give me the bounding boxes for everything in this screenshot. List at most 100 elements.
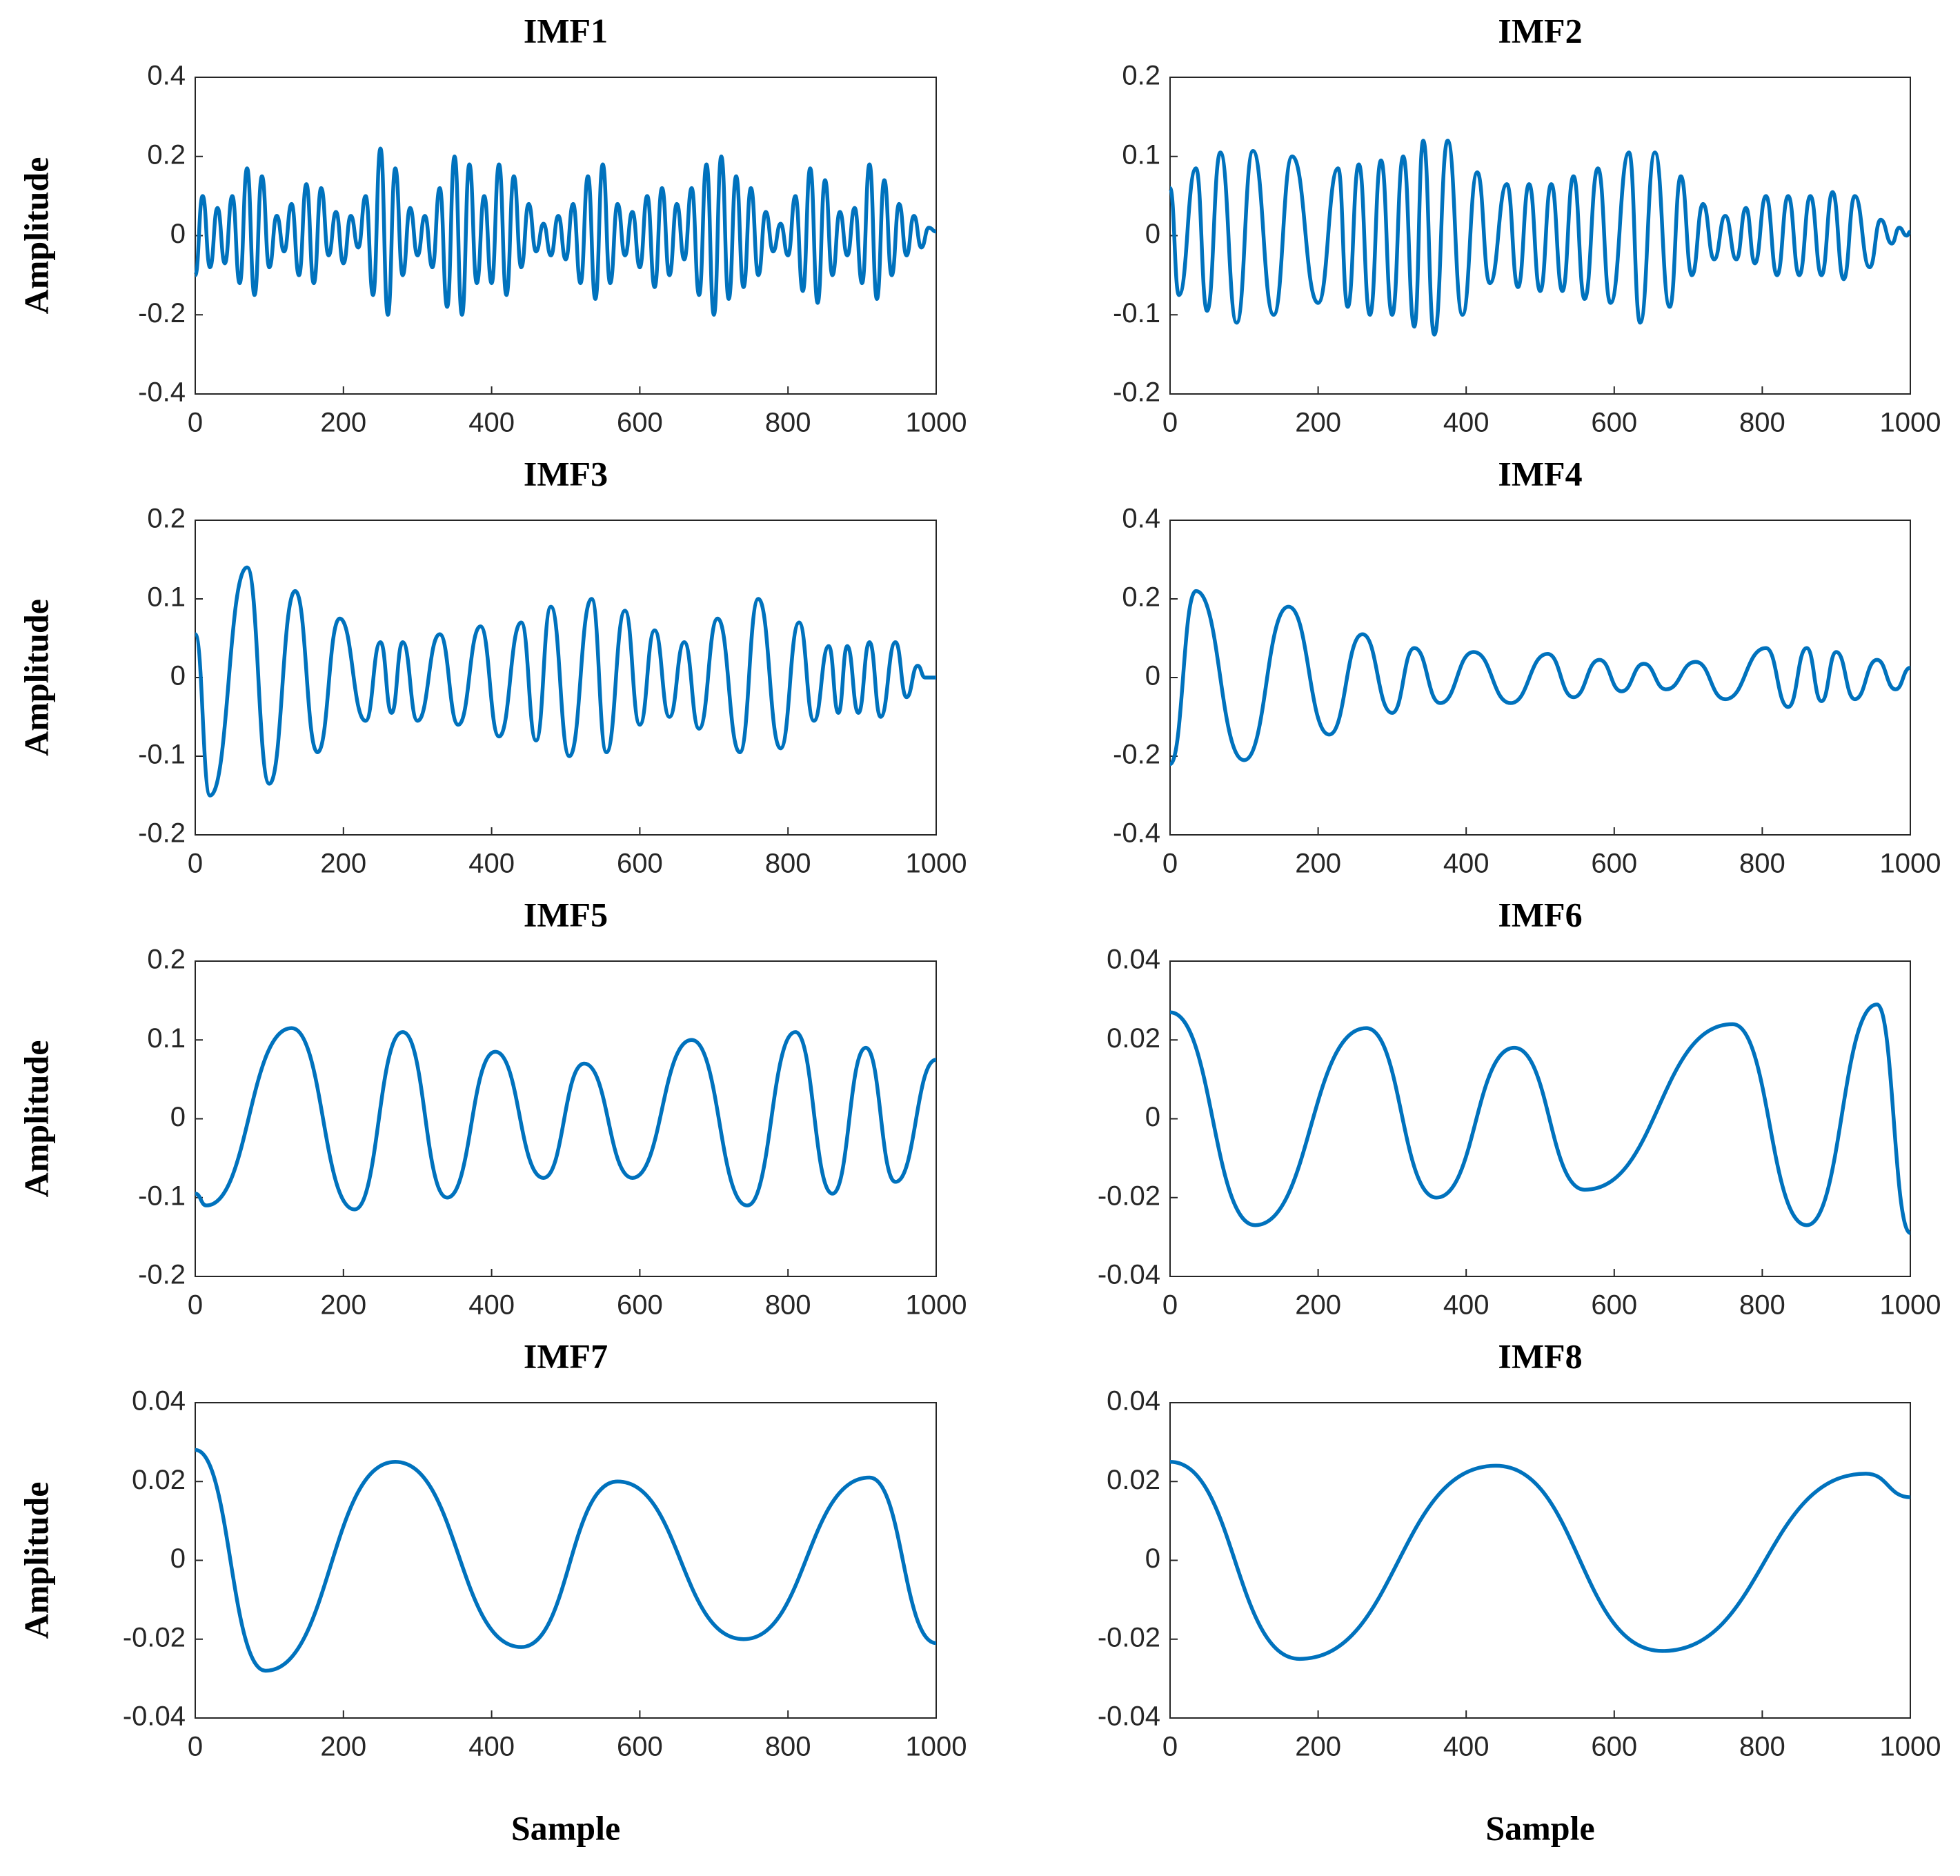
y-tick-label: 0.2 <box>147 504 186 534</box>
y-tick-label: -0.2 <box>138 298 186 328</box>
x-tick-label: 200 <box>320 408 366 438</box>
y-tick-label: 0.04 <box>1107 1386 1160 1416</box>
x-tick-label: 0 <box>1162 849 1178 879</box>
x-tick-label: 200 <box>320 1732 366 1762</box>
x-tick-label: 400 <box>1443 1290 1489 1321</box>
y-tick-label: -0.1 <box>1113 298 1160 328</box>
x-tick-label: 0 <box>1162 408 1178 438</box>
x-tick-label: 0 <box>188 1732 203 1762</box>
y-tick-label: -0.2 <box>138 818 186 849</box>
x-tick-label: 1000 <box>906 849 967 879</box>
line <box>193 146 937 317</box>
y-tick-label: 0.02 <box>1107 1465 1160 1495</box>
x-tick-label: 800 <box>1739 849 1785 879</box>
plot-area <box>195 520 937 836</box>
y-tick-label: 0.02 <box>132 1465 186 1495</box>
x-tick-label: 1000 <box>906 408 967 438</box>
y-tick-label: 0 <box>1145 219 1160 249</box>
x-axis-label: Sample <box>1485 1808 1594 1847</box>
x-tick-label: 600 <box>1591 408 1637 438</box>
x-tick-label: 600 <box>617 1732 663 1762</box>
x-tick-label: 800 <box>765 1732 811 1762</box>
x-tick-label: 0 <box>188 849 203 879</box>
x-tick-label: 800 <box>1739 408 1785 438</box>
y-tick-label: -0.1 <box>138 1181 186 1211</box>
chart-title: IMF5 <box>524 895 608 934</box>
y-tick-label: 0.2 <box>147 945 186 975</box>
y-tick-label: -0.02 <box>1098 1181 1160 1211</box>
plot-area <box>1169 520 1911 836</box>
line <box>1168 139 1911 337</box>
y-tick-label: 0 <box>170 661 186 691</box>
y-axis-label: Amplitude <box>17 157 55 315</box>
x-tick-label: 1000 <box>1880 849 1941 879</box>
x-tick-label: 200 <box>1295 849 1341 879</box>
y-tick-label: 0.2 <box>1122 582 1160 613</box>
x-tick-label: 1000 <box>1880 1290 1941 1321</box>
y-tick-label: 0.02 <box>1107 1023 1160 1054</box>
x-tick-label: 800 <box>1739 1290 1785 1321</box>
plot-area <box>1169 77 1911 395</box>
chart-title: IMF1 <box>524 11 608 50</box>
x-tick-label: 600 <box>617 408 663 438</box>
y-axis-label: Amplitude <box>17 1040 55 1198</box>
y-tick-label: -0.2 <box>1113 377 1160 408</box>
x-tick-label: 600 <box>1591 1732 1637 1762</box>
x-tick-label: 200 <box>320 849 366 879</box>
x-tick-label: 1000 <box>906 1290 967 1321</box>
y-tick-label: -0.4 <box>138 377 186 408</box>
y-tick-label: 0 <box>170 1102 186 1132</box>
y-tick-label: 0.04 <box>132 1386 186 1416</box>
plot-area <box>195 77 937 395</box>
x-tick-label: 0 <box>1162 1290 1178 1321</box>
x-tick-label: 1000 <box>906 1732 967 1762</box>
y-tick-label: -0.2 <box>138 1260 186 1290</box>
chart-title: IMF7 <box>524 1336 608 1375</box>
y-tick-label: 0 <box>170 219 186 249</box>
x-tick-label: 800 <box>765 1290 811 1321</box>
x-tick-label: 600 <box>1591 849 1637 879</box>
y-tick-label: 0.1 <box>147 582 186 613</box>
y-tick-label: 0.4 <box>147 61 186 91</box>
x-tick-label: 400 <box>1443 1732 1489 1762</box>
plot-area <box>1169 1402 1911 1719</box>
x-tick-label: 0 <box>188 1290 203 1321</box>
chart-title: IMF8 <box>1498 1336 1582 1375</box>
y-tick-label: -0.04 <box>1098 1260 1160 1290</box>
y-tick-label: 0.2 <box>1122 61 1160 91</box>
x-tick-label: 600 <box>1591 1290 1637 1321</box>
x-tick-label: 400 <box>468 1732 515 1762</box>
y-tick-label: -0.2 <box>1113 740 1160 770</box>
x-tick-label: 200 <box>1295 1732 1341 1762</box>
chart-title: IMF2 <box>1498 11 1582 50</box>
y-axis-label: Amplitude <box>17 599 55 756</box>
chart-title: IMF3 <box>524 454 608 493</box>
x-tick-label: 0 <box>1162 1732 1178 1762</box>
x-tick-label: 400 <box>1443 408 1489 438</box>
y-tick-label: -0.02 <box>123 1622 186 1652</box>
x-tick-label: 400 <box>468 849 515 879</box>
x-tick-label: 1000 <box>1880 408 1941 438</box>
line <box>195 1026 937 1212</box>
y-axis-label: Amplitude <box>17 1482 55 1639</box>
line <box>1169 1459 1911 1661</box>
y-tick-label: -0.1 <box>138 740 186 770</box>
plot-area <box>195 1402 937 1719</box>
line <box>1169 1003 1912 1235</box>
line <box>195 1448 937 1673</box>
x-tick-label: 800 <box>765 408 811 438</box>
y-tick-label: 0 <box>1145 661 1160 691</box>
y-tick-label: -0.04 <box>1098 1701 1160 1732</box>
y-tick-label: -0.02 <box>1098 1622 1160 1652</box>
line <box>1168 589 1911 767</box>
x-tick-label: 0 <box>188 408 203 438</box>
y-tick-label: 0.2 <box>147 139 186 170</box>
line <box>193 565 936 798</box>
x-tick-label: 200 <box>1295 1290 1341 1321</box>
y-tick-label: 0.1 <box>147 1023 186 1054</box>
y-tick-label: 0.4 <box>1122 504 1160 534</box>
x-tick-label: 400 <box>468 408 515 438</box>
x-tick-label: 400 <box>1443 849 1489 879</box>
x-tick-label: 400 <box>468 1290 515 1321</box>
